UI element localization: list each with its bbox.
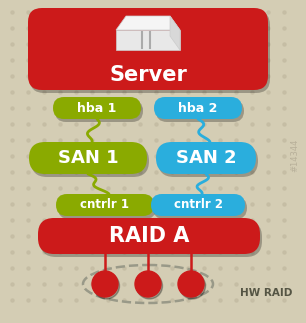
FancyBboxPatch shape	[53, 97, 141, 119]
Text: cntrlr 1: cntrlr 1	[80, 199, 129, 212]
FancyBboxPatch shape	[156, 142, 256, 174]
Polygon shape	[116, 30, 180, 50]
Text: #14344: #14344	[290, 138, 300, 172]
Text: cntrlr 2: cntrlr 2	[174, 199, 222, 212]
FancyBboxPatch shape	[28, 8, 268, 90]
FancyBboxPatch shape	[38, 218, 260, 254]
FancyBboxPatch shape	[158, 145, 258, 177]
Circle shape	[92, 271, 118, 297]
Polygon shape	[116, 16, 180, 30]
FancyBboxPatch shape	[30, 11, 270, 93]
Circle shape	[180, 273, 206, 299]
Text: SAN 2: SAN 2	[176, 149, 236, 167]
FancyBboxPatch shape	[153, 197, 247, 219]
FancyBboxPatch shape	[58, 197, 156, 219]
FancyBboxPatch shape	[29, 142, 147, 174]
Circle shape	[135, 271, 161, 297]
Text: hba 1: hba 1	[77, 101, 117, 114]
FancyBboxPatch shape	[151, 194, 245, 216]
Text: HW RAID: HW RAID	[240, 288, 292, 298]
Text: SAN 1: SAN 1	[58, 149, 118, 167]
Circle shape	[136, 273, 162, 299]
FancyBboxPatch shape	[55, 100, 143, 122]
FancyBboxPatch shape	[156, 100, 244, 122]
FancyBboxPatch shape	[56, 194, 154, 216]
FancyBboxPatch shape	[154, 97, 242, 119]
Polygon shape	[170, 16, 180, 50]
Text: Server: Server	[109, 65, 187, 85]
Text: hba 2: hba 2	[178, 101, 218, 114]
Circle shape	[178, 271, 204, 297]
FancyBboxPatch shape	[40, 221, 262, 257]
FancyBboxPatch shape	[31, 145, 149, 177]
Circle shape	[94, 273, 120, 299]
Text: RAID A: RAID A	[109, 226, 189, 246]
